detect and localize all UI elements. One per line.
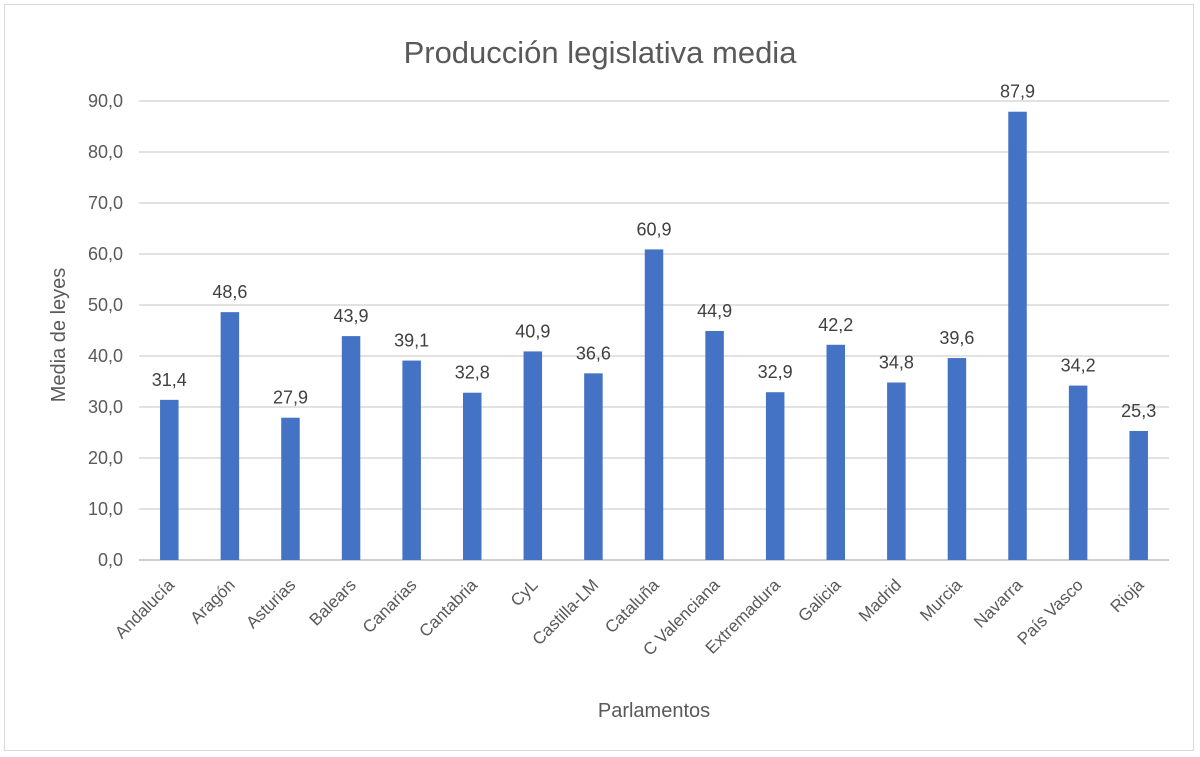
- data-label: 32,8: [455, 363, 490, 383]
- y-tick-label: 20,0: [88, 448, 123, 468]
- y-tick-label: 80,0: [88, 142, 123, 162]
- data-label: 32,9: [758, 362, 793, 382]
- data-label: 31,4: [152, 370, 187, 390]
- x-category-label: Balears: [306, 575, 360, 629]
- bar: [462, 392, 482, 560]
- data-label: 48,6: [212, 282, 247, 302]
- data-label: 34,2: [1061, 356, 1096, 376]
- bar: [887, 382, 906, 560]
- x-category-label: Canarias: [359, 575, 421, 637]
- bar: [1008, 111, 1027, 561]
- data-labels: 31,4 48,6 27,9 43,9 39,1 32,8 40,9 36,6 60,9 44,9…: [152, 82, 1156, 421]
- data-label: 60,9: [636, 219, 671, 239]
- x-category-label: Asturias: [242, 575, 299, 632]
- x-category-label: Rioja: [1107, 575, 1148, 616]
- bar-chart: Producción legislativa media 0,0 10,0 20,0…: [48, 35, 1169, 722]
- y-tick-label: 90,0: [88, 91, 123, 111]
- x-category-label: Aragón: [187, 575, 239, 627]
- bar: [765, 392, 785, 560]
- x-category-label: Galicia: [794, 575, 845, 626]
- data-label: 34,8: [879, 353, 914, 373]
- bars: [160, 111, 1148, 561]
- bar: [160, 399, 179, 560]
- bar: [1068, 385, 1088, 560]
- bar: [281, 417, 300, 560]
- data-label: 27,9: [273, 388, 308, 408]
- x-axis-categories: Andalucía Aragón Asturias Balears CanariasCa…: [111, 575, 1148, 659]
- bar: [644, 249, 664, 560]
- y-tick-label: 40,0: [88, 346, 123, 366]
- x-category-label: Cantabria: [416, 575, 482, 641]
- data-label: 40,9: [515, 321, 550, 341]
- bar: [1129, 430, 1148, 560]
- data-label: 39,1: [394, 331, 429, 351]
- y-axis-ticks: 0,0 10,0 20,0 30,0 40,0 50,0 60,0 70,0 80,0 90,0: [88, 91, 123, 570]
- x-category-label: Andalucía: [111, 575, 178, 642]
- data-label: 44,9: [697, 301, 732, 321]
- y-tick-label: 50,0: [88, 295, 123, 315]
- data-label: 25,3: [1121, 401, 1156, 421]
- data-label: 42,2: [818, 315, 853, 335]
- bar: [402, 360, 421, 560]
- x-category-label: Navarra: [970, 575, 1027, 632]
- chart-title: Producción legislativa media: [404, 35, 798, 70]
- bar: [523, 351, 543, 560]
- bar: [584, 373, 603, 560]
- x-category-label: Madrid: [855, 575, 905, 625]
- chart-frame: Producción legislativa media 0,0 10,0 20,0…: [4, 4, 1194, 751]
- y-tick-label: 10,0: [88, 499, 123, 519]
- y-tick-label: 70,0: [88, 193, 123, 213]
- data-label: 36,6: [576, 343, 611, 363]
- data-label: 39,6: [939, 328, 974, 348]
- data-label: 87,9: [1000, 82, 1035, 102]
- bar: [705, 331, 724, 560]
- bar: [826, 344, 846, 560]
- bar: [947, 358, 967, 560]
- x-axis-title: Parlamentos: [598, 700, 710, 722]
- x-category-label: Cataluña: [601, 575, 663, 637]
- data-label: 43,9: [334, 306, 369, 326]
- bar: [220, 312, 240, 560]
- bar: [341, 336, 361, 560]
- x-category-label: País Vasco: [1014, 575, 1087, 648]
- x-category-label: Castilla-LM: [529, 575, 603, 649]
- x-category-label: Murcia: [916, 575, 966, 625]
- y-tick-label: 60,0: [88, 244, 123, 264]
- y-axis-title: Media de leyes: [48, 268, 70, 403]
- y-tick-label: 0,0: [98, 550, 123, 570]
- y-tick-label: 30,0: [88, 397, 123, 417]
- x-category-label: CyL: [507, 575, 542, 610]
